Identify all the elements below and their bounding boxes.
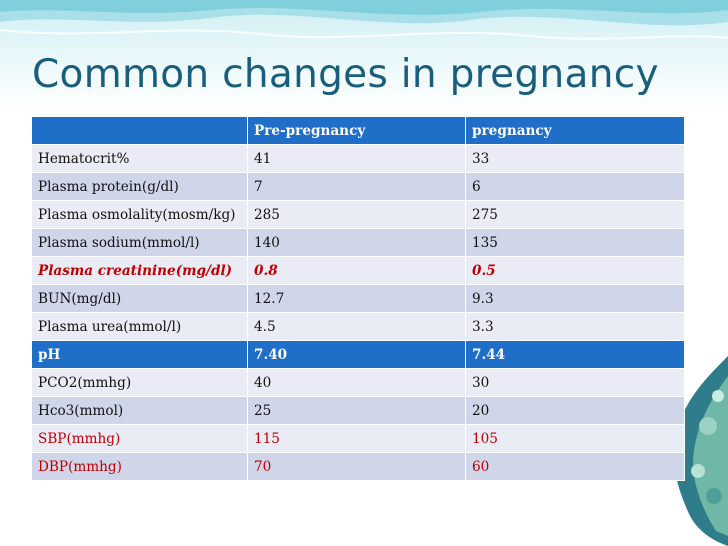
pre-pregnancy-cell: 70 <box>247 452 466 481</box>
pregnancy-cell: 6 <box>465 172 685 201</box>
table-row: Plasma osmolality(mosm/kg) 285 275 <box>31 200 685 229</box>
table-row: BUN(mg/dl) 12.7 9.3 <box>31 284 685 313</box>
pre-pregnancy-cell: 12.7 <box>247 284 466 313</box>
table-row: Plasma sodium(mmol/l) 140 135 <box>31 228 685 257</box>
table-header-row: Pre-pregnancy pregnancy <box>31 116 685 145</box>
pre-pregnancy-cell: 40 <box>247 368 466 397</box>
pregnancy-cell: 3.3 <box>465 312 685 341</box>
table-row: PCO2(mmhg) 40 30 <box>31 368 685 397</box>
pregnancy-cell: 30 <box>465 368 685 397</box>
header-cell-pregnancy: pregnancy <box>465 116 685 145</box>
decorative-header-band <box>0 0 728 110</box>
parameter-cell: Plasma osmolality(mosm/kg) <box>31 200 248 229</box>
table-row-highlighted: DBP(mmhg) 70 60 <box>31 452 685 481</box>
pregnancy-cell: 0.5 <box>465 256 685 285</box>
corner-image-decoration <box>668 356 728 546</box>
header-cell-parameter <box>31 116 248 145</box>
pregnancy-changes-table: Pre-pregnancy pregnancy Hematocrit% 41 3… <box>31 116 685 481</box>
parameter-cell: Plasma protein(g/dl) <box>31 172 248 201</box>
wave-decoration <box>0 0 728 40</box>
pre-pregnancy-cell: 115 <box>247 424 466 453</box>
table-row-highlighted: pH 7.40 7.44 <box>31 340 685 369</box>
slide-title: Common changes in pregnancy <box>32 52 659 97</box>
parameter-cell: Hematocrit% <box>31 144 248 173</box>
table-row: Plasma protein(g/dl) 7 6 <box>31 172 685 201</box>
pre-pregnancy-cell: 41 <box>247 144 466 173</box>
pre-pregnancy-cell: 4.5 <box>247 312 466 341</box>
table-row: Hematocrit% 41 33 <box>31 144 685 173</box>
parameter-cell: Plasma sodium(mmol/l) <box>31 228 248 257</box>
pregnancy-cell: 9.3 <box>465 284 685 313</box>
parameter-cell: Hco3(mmol) <box>31 396 248 425</box>
parameter-cell: SBP(mmhg) <box>31 424 248 453</box>
pregnancy-cell: 135 <box>465 228 685 257</box>
pregnancy-cell: 275 <box>465 200 685 229</box>
table-row-highlighted: SBP(mmhg) 115 105 <box>31 424 685 453</box>
pregnancy-cell: 60 <box>465 452 685 481</box>
header-cell-pre-pregnancy: Pre-pregnancy <box>247 116 466 145</box>
pre-pregnancy-cell: 285 <box>247 200 466 229</box>
table-row: Plasma urea(mmol/l) 4.5 3.3 <box>31 312 685 341</box>
parameter-cell: BUN(mg/dl) <box>31 284 248 313</box>
parameter-cell: Plasma creatinine(mg/dl) <box>31 256 248 285</box>
parameter-cell: DBP(mmhg) <box>31 452 248 481</box>
pregnancy-cell: 33 <box>465 144 685 173</box>
pregnancy-cell: 105 <box>465 424 685 453</box>
pre-pregnancy-cell: 7 <box>247 172 466 201</box>
pre-pregnancy-cell: 0.8 <box>247 256 466 285</box>
parameter-cell: Plasma urea(mmol/l) <box>31 312 248 341</box>
pregnancy-cell: 7.44 <box>465 340 685 369</box>
parameter-cell: pH <box>31 340 248 369</box>
pre-pregnancy-cell: 25 <box>247 396 466 425</box>
table-row-highlighted: Plasma creatinine(mg/dl) 0.8 0.5 <box>31 256 685 285</box>
pre-pregnancy-cell: 7.40 <box>247 340 466 369</box>
table-row: Hco3(mmol) 25 20 <box>31 396 685 425</box>
pre-pregnancy-cell: 140 <box>247 228 466 257</box>
pregnancy-cell: 20 <box>465 396 685 425</box>
parameter-cell: PCO2(mmhg) <box>31 368 248 397</box>
